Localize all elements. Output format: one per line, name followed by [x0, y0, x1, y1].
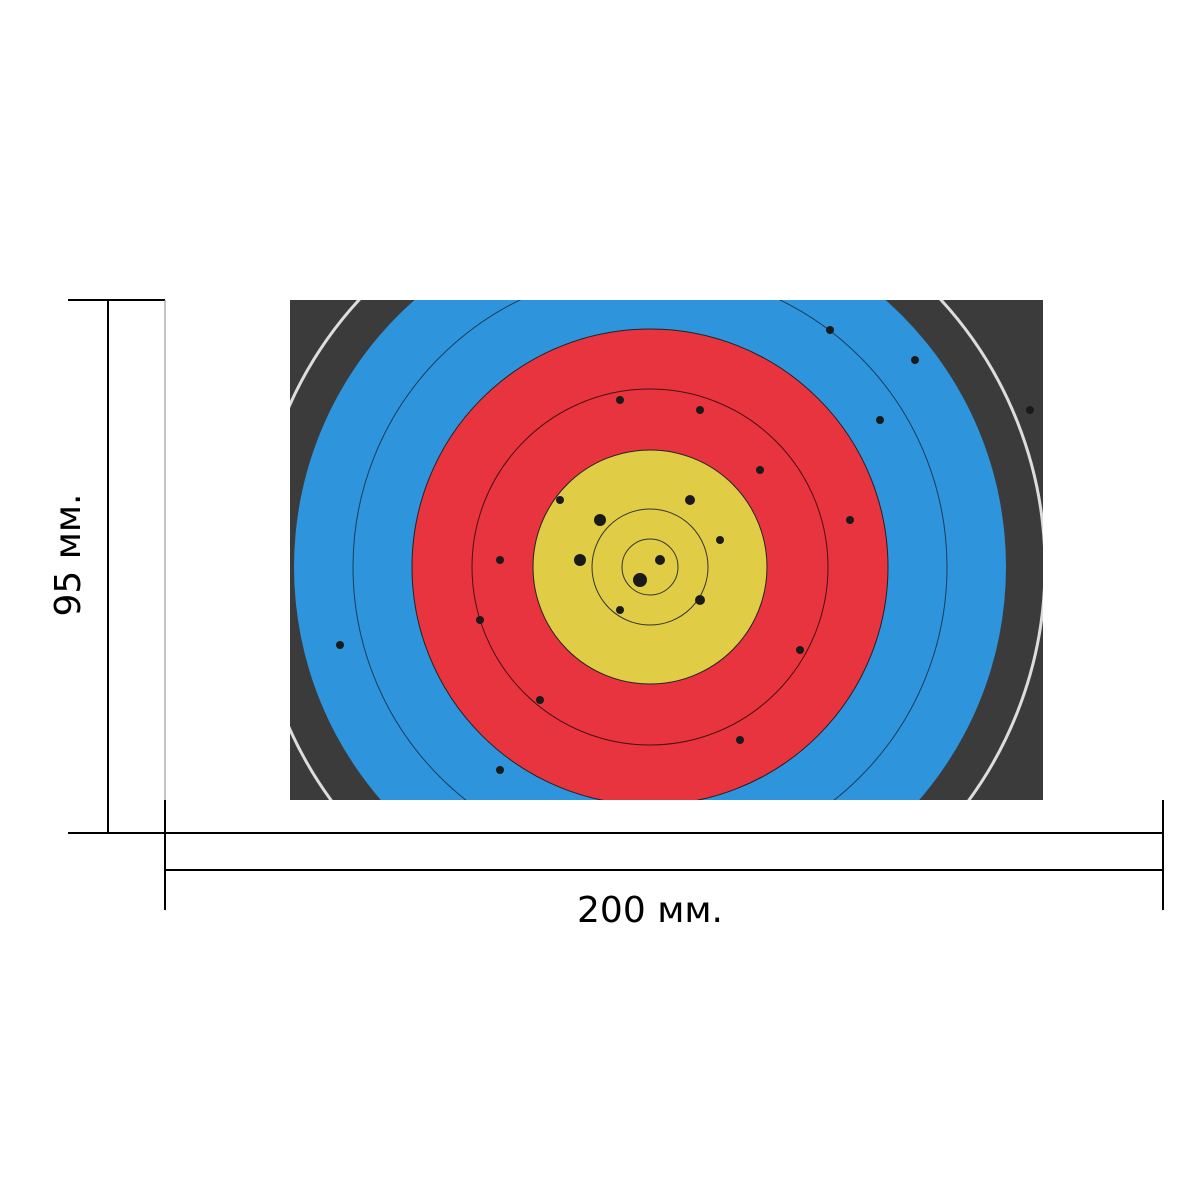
- target-photo: [290, 300, 1043, 800]
- dimension-lines: [68, 299, 1164, 910]
- height-label: 95 мм.: [48, 493, 89, 616]
- width-label: 200 мм.: [577, 890, 723, 931]
